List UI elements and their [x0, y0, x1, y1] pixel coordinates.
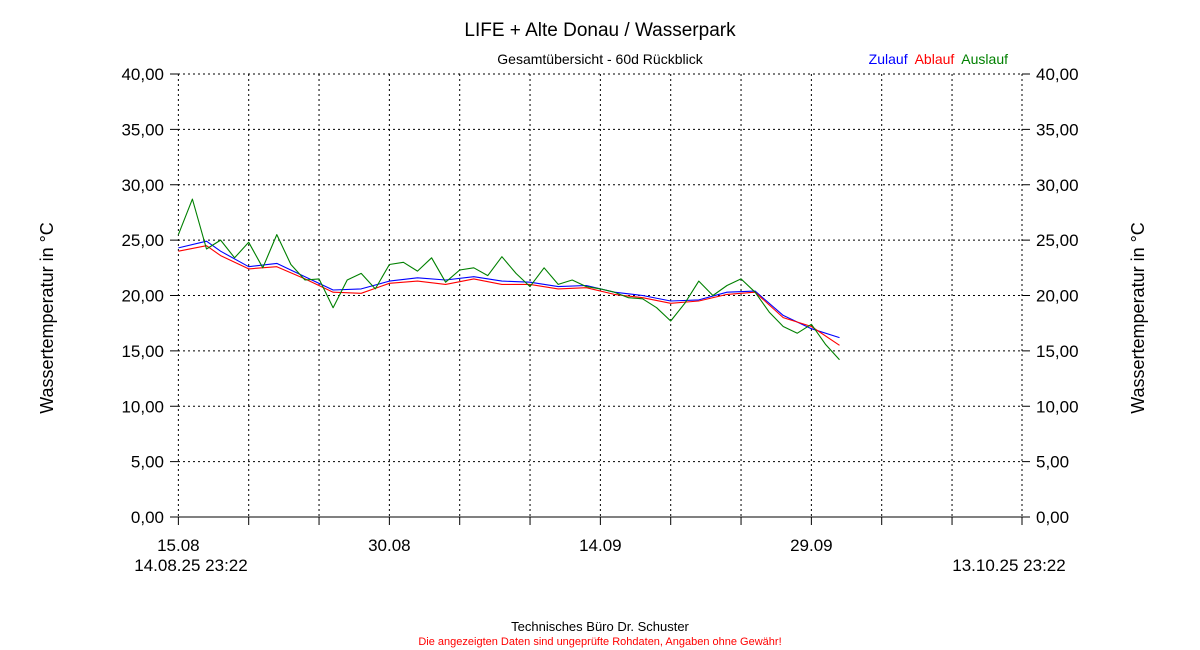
y-tick-label-right: 10,00 [1036, 397, 1079, 416]
y-tick-label-left: 40,00 [121, 65, 164, 84]
series-line-ablauf [178, 245, 840, 346]
y-tick-label-right: 35,00 [1036, 120, 1079, 139]
y-tick-label-right: 25,00 [1036, 231, 1079, 250]
y-tick-label-right: 20,00 [1036, 287, 1079, 306]
y-tick-label-left: 25,00 [121, 231, 164, 250]
y-tick-label-left: 15,00 [121, 342, 164, 361]
series-line-zulauf [178, 240, 840, 339]
legend-item-auslauf: Auslauf [961, 51, 1008, 67]
y-axis-title-right: Wassertemperatur in °C [1128, 222, 1148, 414]
footer-disclaimer: Die angezeigten Daten sind ungeprüfte Ro… [418, 636, 781, 648]
series-layer [177, 198, 840, 361]
y-tick-label-right: 5,00 [1036, 453, 1069, 472]
y-tick-label-right: 15,00 [1036, 342, 1079, 361]
y-tick-label-left: 0,00 [131, 508, 164, 527]
chart-title: LIFE + Alte Donau / Wasserpark [464, 20, 736, 41]
axes [170, 73, 1030, 525]
y-axis-title-left: Wassertemperatur in °C [37, 222, 57, 414]
y-tick-labels: 0,00 0,00 5,00 5,00 10,00 10,00 15,00 15,00 20,0… [121, 65, 1078, 527]
footer-credit: Technisches Büro Dr. Schuster [511, 619, 689, 634]
legend: Auslauf Ablauf Zulauf [869, 51, 1008, 67]
x-tick-label: 29.09 [790, 536, 833, 555]
y-tick-label-left: 35,00 [121, 120, 164, 139]
x-tick-label: 15.08 [157, 536, 200, 555]
range-end-label: 13.10.25 23:22 [952, 556, 1065, 575]
x-tick-labels: 15.08 30.08 14.09 29.09 [157, 536, 833, 555]
x-tick-label: 30.08 [368, 536, 411, 555]
y-tick-label-left: 10,00 [121, 397, 164, 416]
x-tick-label: 14.09 [579, 536, 622, 555]
y-tick-label-right: 40,00 [1036, 65, 1079, 84]
grid [177, 73, 1023, 517]
y-tick-label-left: 20,00 [121, 287, 164, 306]
legend-item-zulauf: Zulauf [869, 51, 908, 67]
y-tick-label-left: 5,00 [131, 453, 164, 472]
chart-subtitle: Gesamtübersicht - 60d Rückblick [497, 51, 703, 67]
y-tick-label-right: 0,00 [1036, 508, 1069, 527]
legend-item-ablauf: Ablauf [915, 51, 955, 67]
y-tick-label-left: 30,00 [121, 176, 164, 195]
range-start-label: 14.08.25 23:22 [134, 556, 247, 575]
y-tick-label-right: 30,00 [1036, 176, 1079, 195]
series-line-auslauf [177, 198, 840, 361]
